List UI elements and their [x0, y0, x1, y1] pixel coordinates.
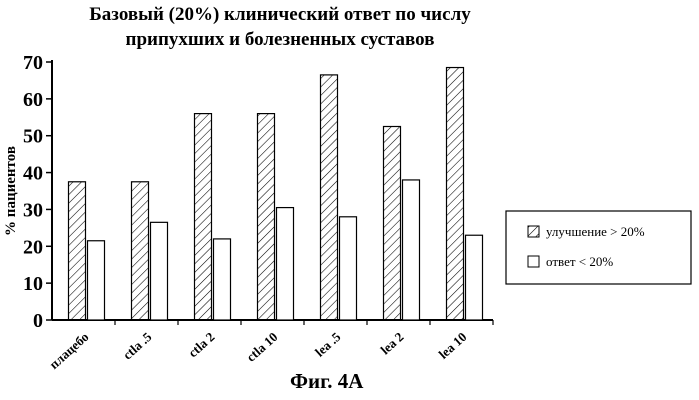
legend-swatch-0	[528, 226, 539, 237]
bar-response-6	[466, 235, 483, 320]
chart-legend: улучшение > 20% ответ < 20%	[506, 211, 691, 284]
y-tick-label: 40	[23, 163, 43, 185]
bar-improvement-6	[447, 68, 464, 320]
x-tick-label: ctla 10	[243, 329, 280, 365]
bar-improvement-1	[132, 182, 149, 320]
x-tick-label: lea .5	[312, 329, 344, 360]
bar-response-5	[403, 180, 420, 320]
bar-response-2	[214, 239, 231, 320]
y-tick-label: 60	[23, 89, 43, 111]
x-tick-label: lea 10	[436, 329, 470, 362]
bar-response-4	[340, 217, 357, 320]
legend-swatch-1	[528, 256, 539, 267]
bar-response-3	[277, 208, 294, 320]
legend-label-1: ответ < 20%	[546, 254, 613, 269]
bar-improvement-0	[69, 182, 86, 320]
x-tick-label: ctla .5	[120, 329, 155, 363]
y-tick-label: 10	[23, 273, 43, 295]
y-tick-label: 30	[23, 199, 43, 221]
x-tick-label: lea 2	[377, 329, 406, 357]
chart-bars	[69, 68, 483, 320]
x-tick-label: плацебо	[46, 329, 91, 372]
bar-improvement-5	[384, 127, 401, 321]
y-axis-title: % пациентов	[3, 146, 19, 236]
bar-improvement-2	[195, 114, 212, 320]
bar-improvement-4	[321, 75, 338, 320]
bar-response-0	[88, 241, 105, 320]
x-tick-labels: плацебо ctla .5 ctla 2 ctla 10 lea .5 lea 2 le…	[46, 329, 469, 372]
bar-improvement-3	[258, 114, 275, 320]
x-tick-label: ctla 2	[185, 329, 217, 360]
y-tick-label: 70	[23, 52, 43, 74]
y-tick-label: 20	[23, 236, 43, 258]
legend-box	[506, 211, 691, 284]
y-tick-label: 0	[33, 310, 43, 332]
bar-response-1	[151, 222, 168, 320]
y-tick-label: 50	[23, 126, 43, 148]
legend-label-0: улучшение > 20%	[546, 224, 645, 239]
figure-caption: Фиг. 4A	[290, 369, 363, 394]
